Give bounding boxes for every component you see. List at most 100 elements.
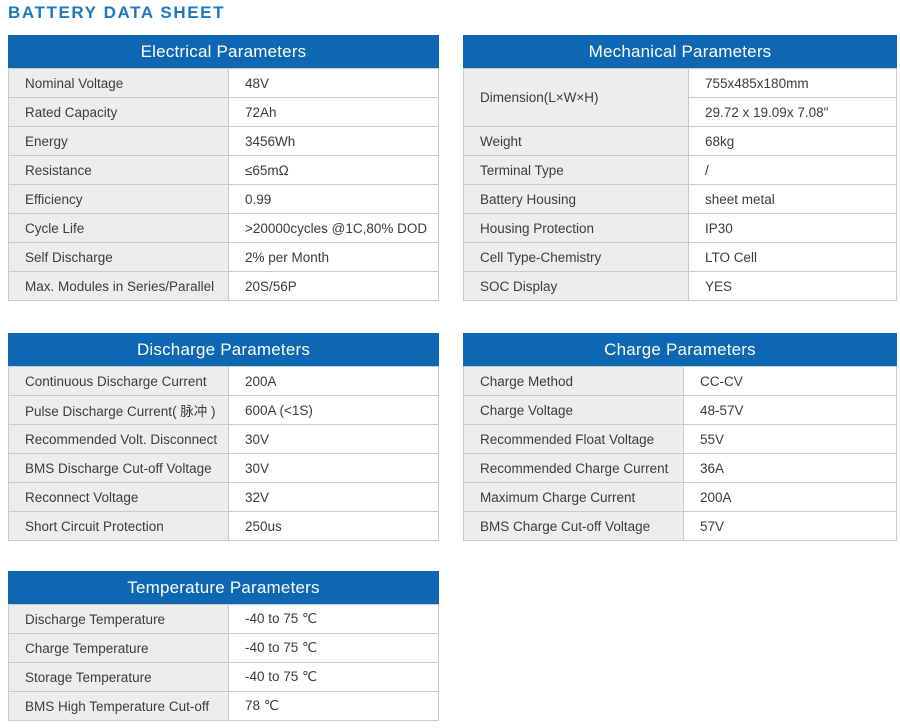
table-row: Dimension(L×W×H) 755x485x180mm (463, 68, 897, 127)
param-value: 2% per Month (228, 242, 439, 272)
param-value: 30V (228, 453, 439, 483)
param-label: Terminal Type (463, 155, 689, 185)
table-row: Housing Protection IP30 (463, 213, 897, 243)
table-row: Cell Type-Chemistry LTO Cell (463, 242, 897, 272)
param-label: Cell Type-Chemistry (463, 242, 689, 272)
param-label: SOC Display (463, 271, 689, 301)
param-value: >20000cycles @1C,80% DOD (228, 213, 439, 243)
table-row: SOC Display YES (463, 271, 897, 301)
param-label: Dimension(L×W×H) (463, 68, 689, 127)
param-label: Recommended Charge Current (463, 453, 684, 483)
param-label: BMS High Temperature Cut-off (8, 691, 229, 721)
electrical-parameters-header: Electrical Parameters (8, 35, 439, 68)
param-label: Recommended Volt. Disconnect (8, 424, 229, 454)
param-value: ≤65mΩ (228, 155, 439, 185)
param-label: BMS Discharge Cut-off Voltage (8, 453, 229, 483)
table-row: Discharge Temperature -40 to 75 ℃ (8, 604, 439, 634)
param-label: Battery Housing (463, 184, 689, 214)
param-value: sheet metal (688, 184, 897, 214)
param-value: 0.99 (228, 184, 439, 214)
electrical-parameters-grid: Nominal Voltage 48V Rated Capacity 72Ah Ener… (8, 68, 439, 301)
table-row: Charge Temperature -40 to 75 ℃ (8, 633, 439, 663)
param-label: Nominal Voltage (8, 68, 229, 98)
param-label: Max. Modules in Series/Parallel (8, 271, 229, 301)
table-row: Reconnect Voltage 32V (8, 482, 439, 512)
param-label: Discharge Temperature (8, 604, 229, 634)
param-label: Storage Temperature (8, 662, 229, 692)
table-row: BMS Charge Cut-off Voltage 57V (463, 511, 897, 541)
table-row: Battery Housing sheet metal (463, 184, 897, 214)
param-label: Recommended Float Voltage (463, 424, 684, 454)
param-label: Reconnect Voltage (8, 482, 229, 512)
param-value: / (688, 155, 897, 185)
table-row: Self Discharge 2% per Month (8, 242, 439, 272)
temperature-parameters-table: Temperature Parameters Discharge Tempera… (8, 571, 439, 721)
param-value: LTO Cell (688, 242, 897, 272)
page-title: BATTERY DATA SHEET (8, 3, 226, 22)
table-row: Recommended Charge Current 36A (463, 453, 897, 483)
charge-parameters-header: Charge Parameters (463, 333, 897, 366)
table-row: Storage Temperature -40 to 75 ℃ (8, 662, 439, 692)
param-label: Housing Protection (463, 213, 689, 243)
param-value: 200A (683, 482, 897, 512)
discharge-parameters-header: Discharge Parameters (8, 333, 439, 366)
charge-parameters-grid: Charge Method CC-CV Charge Voltage 48-57V Re… (463, 366, 897, 541)
param-value: 72Ah (228, 97, 439, 127)
param-value: -40 to 75 ℃ (228, 604, 439, 634)
param-label: Pulse Discharge Current( 脉冲 ) (8, 395, 229, 425)
param-value: 57V (683, 511, 897, 541)
table-row: Maximum Charge Current 200A (463, 482, 897, 512)
table-row: Short Circuit Protection 250us (8, 511, 439, 541)
param-value: -40 to 75 ℃ (228, 633, 439, 663)
mechanical-parameters-header: Mechanical Parameters (463, 35, 897, 68)
param-label: Continuous Discharge Current (8, 366, 229, 396)
param-value: CC-CV (683, 366, 897, 396)
param-label: Self Discharge (8, 242, 229, 272)
table-row: Weight 68kg (463, 126, 897, 156)
table-row: Efficiency 0.99 (8, 184, 439, 214)
table-row: 29.72 x 19.09x 7.08" (464, 97, 897, 127)
param-value: 250us (228, 511, 439, 541)
param-value: 29.72 x 19.09x 7.08" (688, 97, 897, 127)
param-value: 200A (228, 366, 439, 396)
param-value: 48-57V (683, 395, 897, 425)
param-value: 55V (683, 424, 897, 454)
param-value: 600A (<1S) (228, 395, 439, 425)
table-row: Cycle Life >20000cycles @1C,80% DOD (8, 213, 439, 243)
discharge-parameters-grid: Continuous Discharge Current 200A Pulse Di… (8, 366, 439, 541)
table-row: BMS Discharge Cut-off Voltage 30V (8, 453, 439, 483)
param-label: Weight (463, 126, 689, 156)
table-row: Pulse Discharge Current( 脉冲 ) 600A (<1S) (8, 395, 439, 425)
table-row: Nominal Voltage 48V (8, 68, 439, 98)
table-row: Charge Method CC-CV (463, 366, 897, 396)
table-row: Recommended Float Voltage 55V (463, 424, 897, 454)
param-value: 755x485x180mm (688, 68, 897, 98)
param-label: Charge Voltage (463, 395, 684, 425)
table-row: Charge Voltage 48-57V (463, 395, 897, 425)
table-row: Energy 3456Wh (8, 126, 439, 156)
mechanical-parameters-grid: Dimension(L×W×H) 755x485x180mm 29.72 x 19.… (463, 68, 897, 301)
param-value: 3456Wh (228, 126, 439, 156)
param-label: Short Circuit Protection (8, 511, 229, 541)
param-value: 30V (228, 424, 439, 454)
param-value: YES (688, 271, 897, 301)
param-value: 20S/56P (228, 271, 439, 301)
electrical-parameters-table: Electrical Parameters Nominal Voltage 48V… (8, 35, 439, 301)
table-row: Resistance ≤65mΩ (8, 155, 439, 185)
temperature-parameters-grid: Discharge Temperature -40 to 75 ℃ Charge T… (8, 604, 439, 721)
param-label: Cycle Life (8, 213, 229, 243)
param-value: 68kg (688, 126, 897, 156)
table-row: Terminal Type / (463, 155, 897, 185)
discharge-parameters-table: Discharge Parameters Continuous Discharg… (8, 333, 439, 541)
table-row: Max. Modules in Series/Parallel 20S/56P (8, 271, 439, 301)
mechanical-parameters-table: Mechanical Parameters Dimension(L×W×H) 75… (463, 35, 897, 301)
param-label: Rated Capacity (8, 97, 229, 127)
param-value: -40 to 75 ℃ (228, 662, 439, 692)
param-label: BMS Charge Cut-off Voltage (463, 511, 684, 541)
param-value: IP30 (688, 213, 897, 243)
param-label: Energy (8, 126, 229, 156)
table-row: Continuous Discharge Current 200A (8, 366, 439, 396)
table-row: Rated Capacity 72Ah (8, 97, 439, 127)
param-label: Charge Temperature (8, 633, 229, 663)
